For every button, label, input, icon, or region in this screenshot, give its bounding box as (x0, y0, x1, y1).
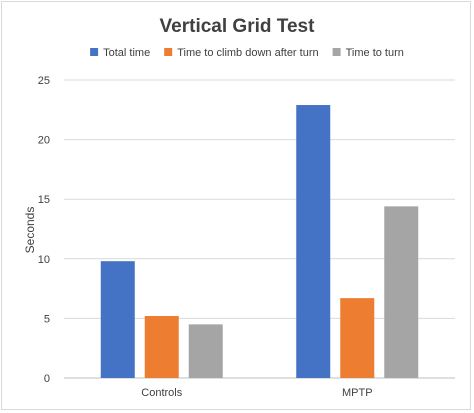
bars (100, 105, 419, 379)
legend-label: Total time (103, 47, 150, 59)
y-tick-label: 25 (38, 75, 50, 87)
x-tick-label: MPTP (342, 387, 373, 399)
y-tick-label: 20 (38, 135, 50, 147)
bar (296, 105, 331, 379)
legend-label: Time to turn (346, 47, 404, 59)
bar (340, 298, 375, 378)
bar (188, 324, 223, 378)
legend-item: Total time (90, 47, 150, 59)
y-tick-label: 10 (38, 254, 50, 266)
y-axis-label: Seconds (23, 207, 37, 254)
legend-swatch (164, 48, 173, 56)
bar (100, 261, 135, 378)
legend-label: Time to climb down after turn (177, 47, 318, 59)
y-axis-ticks: 0 5 10 15 20 25 (38, 75, 50, 385)
y-tick-label: 15 (38, 194, 50, 206)
legend-item: Time to climb down after turn (164, 47, 319, 59)
x-tick-label: Controls (141, 387, 182, 399)
bar (144, 316, 179, 378)
y-tick-label: 0 (44, 373, 50, 385)
chart-title: Vertical Grid Test (160, 16, 316, 37)
legend: Total time Time to climb down after turn T… (90, 47, 404, 59)
y-tick-label: 5 (44, 313, 50, 325)
x-axis-ticks: Controls MPTP (141, 387, 372, 399)
legend-swatch (332, 48, 341, 56)
legend-swatch (90, 48, 99, 56)
legend-item: Time to turn (332, 47, 404, 59)
bar (384, 206, 419, 378)
